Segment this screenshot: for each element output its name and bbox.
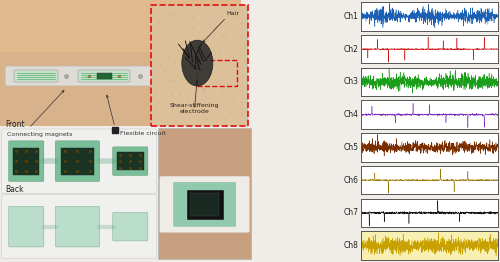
Text: Front: Front (6, 120, 25, 129)
Text: Flexible circuit: Flexible circuit (120, 131, 166, 136)
Text: Ch6: Ch6 (344, 176, 358, 185)
Bar (158, 128, 252, 259)
FancyBboxPatch shape (112, 212, 148, 241)
FancyBboxPatch shape (78, 70, 130, 82)
FancyBboxPatch shape (2, 194, 156, 259)
FancyBboxPatch shape (56, 141, 100, 181)
FancyBboxPatch shape (112, 147, 148, 175)
FancyBboxPatch shape (5, 66, 224, 86)
Text: Back: Back (6, 185, 24, 194)
Polygon shape (0, 0, 240, 52)
FancyBboxPatch shape (158, 70, 198, 82)
Text: Ch4: Ch4 (344, 110, 358, 119)
Text: Hair: Hair (226, 11, 239, 16)
Bar (117, 152, 143, 170)
FancyBboxPatch shape (2, 129, 156, 193)
FancyBboxPatch shape (174, 182, 236, 226)
Bar (151, 5, 248, 126)
Bar (198, 60, 237, 86)
Polygon shape (0, 0, 240, 126)
Bar (13, 148, 40, 175)
Text: Ch3: Ch3 (344, 77, 358, 86)
Bar (186, 190, 222, 219)
Ellipse shape (182, 40, 213, 86)
Text: Ch2: Ch2 (344, 45, 358, 54)
Text: Ch7: Ch7 (344, 208, 358, 217)
FancyBboxPatch shape (8, 141, 44, 181)
Text: Ch5: Ch5 (344, 143, 358, 152)
Text: Ch1: Ch1 (344, 12, 358, 21)
FancyBboxPatch shape (14, 70, 58, 82)
FancyBboxPatch shape (8, 206, 44, 247)
Bar (190, 193, 219, 216)
FancyBboxPatch shape (56, 206, 100, 247)
Text: Connecting magnets: Connecting magnets (7, 132, 72, 137)
Bar (96, 73, 112, 79)
Text: Shear-stiffening
electrode: Shear-stiffening electrode (170, 103, 219, 114)
Bar (60, 148, 94, 175)
FancyBboxPatch shape (160, 176, 250, 233)
Text: Ch8: Ch8 (344, 241, 358, 250)
